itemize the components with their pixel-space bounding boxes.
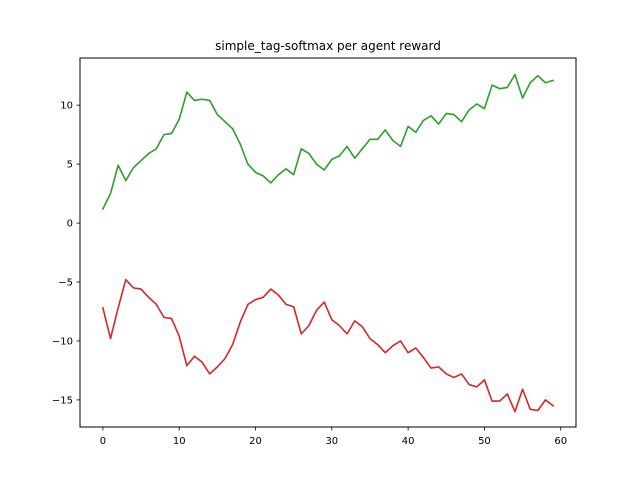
plot-frame — [79, 57, 577, 428]
x-tick-label: 0 — [100, 436, 106, 447]
y-tick-label: −15 — [52, 395, 73, 406]
chart-title: simple_tag-softmax per agent reward — [215, 39, 441, 53]
series-layer — [101, 73, 555, 413]
y-axis: −15 −10 −5 0 5 10 — [52, 101, 80, 406]
x-tick-label: 20 — [249, 436, 262, 447]
x-tick-label: 10 — [173, 436, 186, 447]
x-axis: 0 10 20 30 40 50 60 — [100, 427, 567, 447]
x-tick-label: 40 — [402, 436, 415, 447]
y-tick-label: 0 — [67, 219, 73, 230]
x-tick-label: 50 — [478, 436, 491, 447]
series-line-2 — [101, 278, 555, 413]
y-tick-label: 5 — [67, 160, 73, 171]
x-tick-label: 60 — [554, 436, 567, 447]
x-tick-label: 30 — [325, 436, 338, 447]
y-tick-label: −10 — [52, 336, 73, 347]
series-line-1 — [101, 73, 555, 210]
y-tick-label: −5 — [58, 277, 73, 288]
y-tick-label: 10 — [60, 101, 73, 112]
